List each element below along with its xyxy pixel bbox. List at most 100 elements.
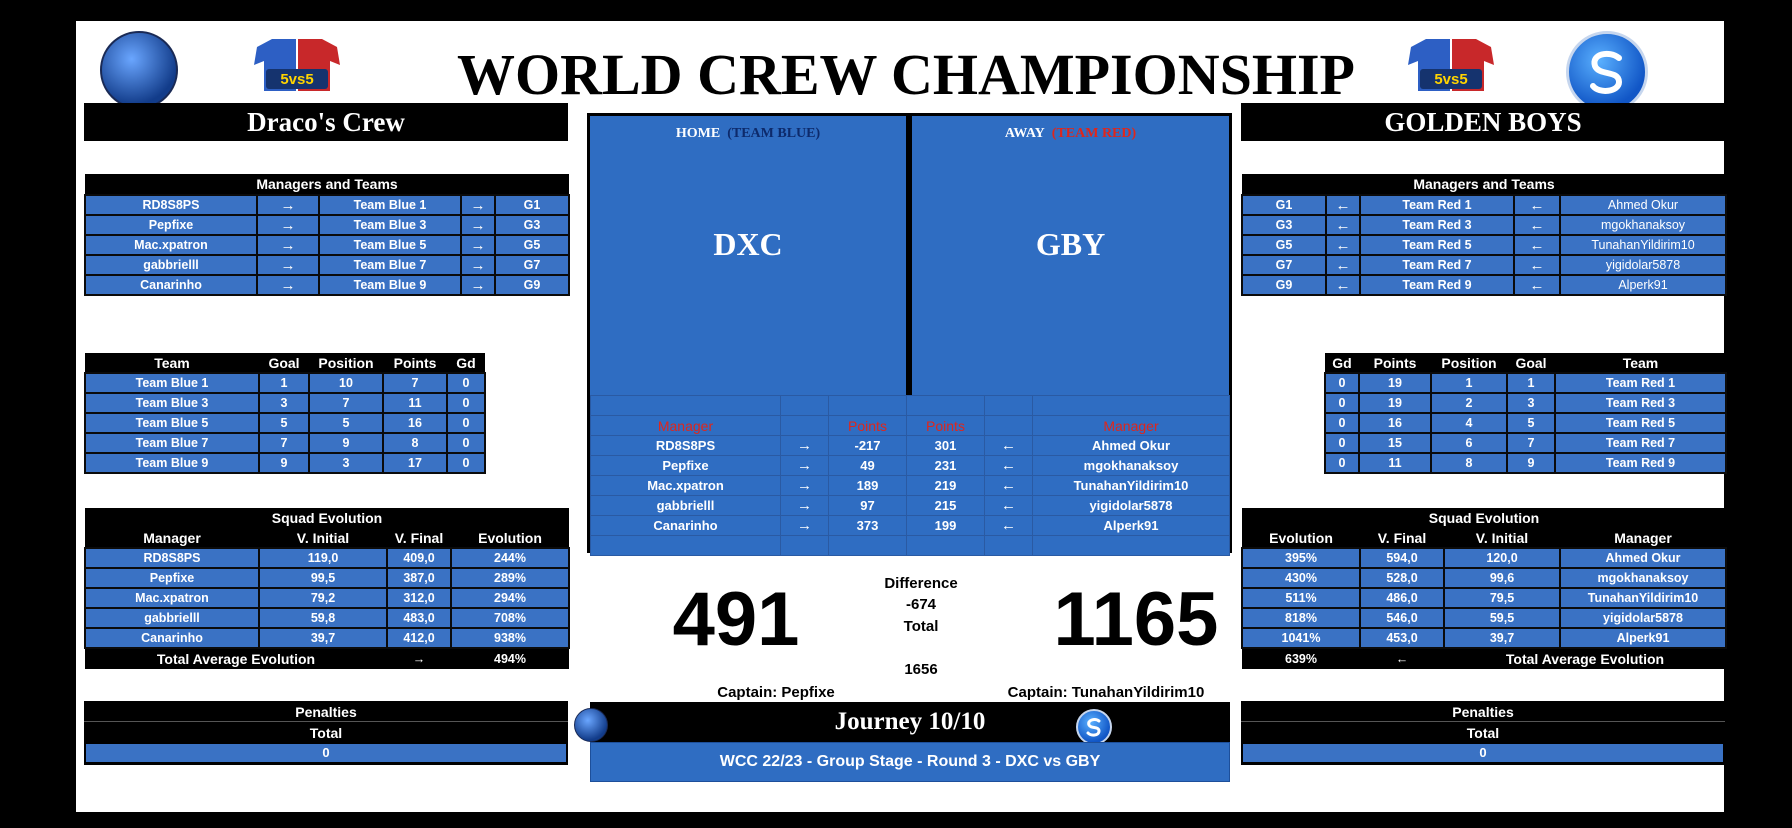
team-name: Team Blue 3 [318, 214, 462, 236]
manager-row: Canarinho → Team Blue 9 → G9 [84, 274, 571, 296]
squad-cell: 546,0 [1359, 607, 1445, 629]
arrow-right-icon: → [256, 214, 320, 236]
home-manager: Mac.xpatron [590, 475, 781, 496]
squad-cell: 99,6 [1443, 567, 1561, 589]
standings-cell: 0 [446, 432, 486, 454]
away-points: 219 [906, 475, 985, 496]
match-header-row: Manager Points Points Manager [590, 415, 1230, 436]
match-row: Mac.xpatron → 189 219 ← TunahanYildirim10 [590, 475, 1230, 496]
standings-row: Team Blue 9 9 3 17 0 [84, 452, 486, 474]
arrow-left-icon: ← [984, 435, 1033, 456]
squad-cell: Ahmed Okur [1558, 547, 1728, 569]
column-header: V. Initial [1444, 528, 1560, 548]
home-managers-title: Managers and Teams [85, 174, 570, 195]
away-side: (TEAM RED) [1051, 126, 1137, 141]
away-penalties-panel: Penalties Total 0 [1241, 701, 1725, 765]
slot-code: G1 [1241, 194, 1327, 216]
arrow-left-icon: ← [1325, 274, 1361, 296]
home-manager: Pepfixe [590, 455, 781, 476]
standings-cell: 8 [1430, 452, 1508, 474]
arrow-right-icon: → [780, 435, 829, 456]
team-name: Team Red 9 [1359, 274, 1515, 296]
squad-cell: yigidolar5878 [1558, 607, 1728, 629]
away-squad-table: Squad Evolution Evolution V. Final V. Init… [1241, 508, 1728, 669]
team-name: Team Blue 9 [318, 274, 462, 296]
away-manager-header: Manager [1032, 415, 1230, 436]
column-header: Points [1359, 353, 1431, 373]
team-name: Team Red 5 [1359, 234, 1515, 256]
arrow-left-icon: ← [1513, 254, 1561, 276]
spacer-cell [780, 535, 829, 556]
home-penalties-title: Penalties [295, 704, 357, 720]
spacer-cell [984, 415, 1033, 436]
column-header: Gd [1325, 353, 1359, 373]
standings-cell: Team Red 1 [1554, 372, 1727, 394]
jersey-5vs5-icon-right: 5vs5 [1406, 35, 1496, 95]
standings-cell: 11 [382, 392, 448, 414]
arrow-right-icon: → [256, 254, 320, 276]
match-row: Pepfixe → 49 231 ← mgokhanaksoy [590, 455, 1230, 476]
match-row: Canarinho → 373 199 ← Alperk91 [590, 515, 1230, 536]
arrow-right-icon: → [460, 194, 496, 216]
spacer-cell [984, 395, 1033, 416]
slot-code: G5 [1241, 234, 1327, 256]
column-header: V. Final [387, 528, 451, 548]
badge-text: 5vs5 [1434, 71, 1467, 88]
home-penalties-total: 0 [86, 744, 566, 762]
squad-row: 395% 594,0 120,0 Ahmed Okur [1241, 547, 1728, 569]
wcc-small-logo [574, 708, 608, 742]
difference-value: -674 [905, 596, 937, 613]
away-avg-label: Total Average Evolution [1444, 648, 1727, 669]
arrow-left-icon: ← [1513, 214, 1561, 236]
total-value: 1656 [904, 661, 938, 678]
squad-row: gabbrielll 59,8 483,0 708% [84, 607, 571, 629]
column-header: Manager [85, 528, 259, 548]
home-label: HOME [675, 126, 721, 141]
home-avg-label: Total Average Evolution [85, 648, 387, 669]
total-label: Total [903, 618, 939, 635]
column-header: Position [309, 353, 383, 373]
spacer-cell [984, 535, 1033, 556]
standings-row: 0 11 8 9 Team Red 9 [1324, 452, 1727, 474]
manager-row: G1 ← Team Red 1 ← Ahmed Okur [1241, 194, 1728, 216]
squad-cell: 708% [449, 607, 571, 629]
squad-cell: mgokhanaksoy [1558, 567, 1728, 589]
squad-cell: 59,5 [1443, 607, 1561, 629]
spacer-cell [906, 535, 985, 556]
manager-name: Mac.xpatron [84, 234, 258, 256]
team-name: Team Blue 1 [318, 194, 462, 216]
squad-cell: 511% [1241, 587, 1361, 609]
slot-code: G9 [493, 274, 571, 296]
home-label-row: HOME (TEAM BLUE) [590, 126, 906, 142]
manager-row: G9 ← Team Red 9 ← Alperk91 [1241, 274, 1728, 296]
arrow-right-icon: → [780, 475, 829, 496]
manager-row: gabbrielll → Team Blue 7 → G7 [84, 254, 571, 276]
standings-cell: Team Red 5 [1554, 412, 1727, 434]
slot-code: G5 [493, 234, 571, 256]
arrow-right-icon: → [780, 455, 829, 476]
arrow-right-icon: → [256, 234, 320, 256]
manager-row: Pepfixe → Team Blue 3 → G3 [84, 214, 571, 236]
standings-row: 0 15 6 7 Team Red 7 [1324, 432, 1727, 454]
squad-cell: RD8S8PS [84, 547, 260, 569]
standings-row: 0 16 4 5 Team Red 5 [1324, 412, 1727, 434]
standings-cell: 16 [1358, 412, 1432, 434]
standings-cell: Team Blue 9 [84, 452, 260, 474]
away-points-header: Points [906, 415, 985, 436]
standings-cell: Team Blue 1 [84, 372, 260, 394]
standings-cell: 10 [308, 372, 384, 394]
home-manager: RD8S8PS [590, 435, 781, 456]
away-code: GBY [1035, 226, 1106, 262]
squad-cell: 119,0 [258, 547, 388, 569]
away-managers-title: Managers and Teams [1242, 174, 1727, 195]
squad-cell: Alperk91 [1558, 627, 1728, 649]
arrow-right-icon: → [256, 274, 320, 296]
squad-cell: Canarinho [84, 627, 260, 649]
away-managers-table: Managers and Teams G1 ← Team Red 1 ← Ahmed O… [1241, 174, 1728, 296]
standings-cell: 16 [382, 412, 448, 434]
squad-cell: 289% [449, 567, 571, 589]
home-squad-table: Squad Evolution Manager V. Initial V. Fina… [84, 508, 571, 669]
spacer-cell [780, 415, 829, 436]
spacer-cell [828, 395, 907, 416]
team-name: Team Red 1 [1359, 194, 1515, 216]
